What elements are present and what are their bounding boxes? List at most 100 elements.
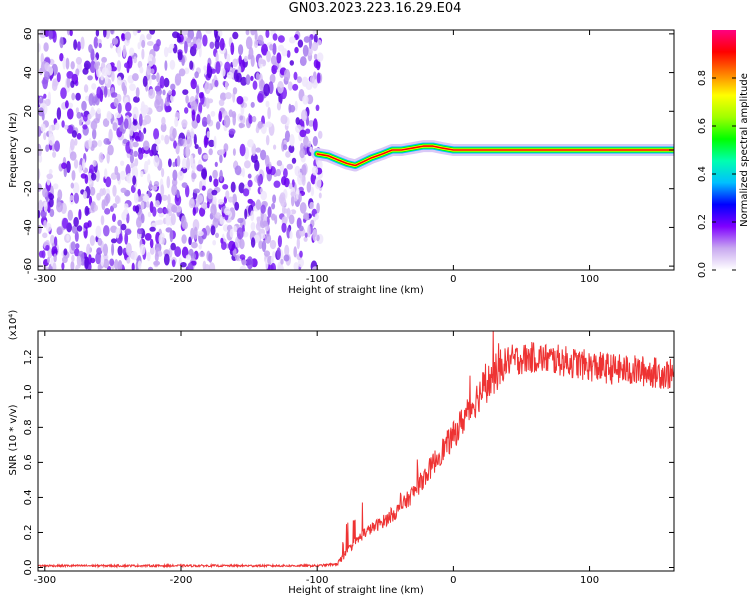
noise-speckle: [97, 264, 102, 270]
x-tick-label: -100: [306, 274, 329, 285]
noise-speckle: [137, 228, 143, 235]
x-tick-label: 100: [580, 274, 599, 285]
noise-speckle: [316, 202, 320, 214]
noise-speckle: [78, 119, 83, 126]
noise-speckle: [112, 213, 116, 222]
noise-speckle: [196, 194, 204, 204]
noise-speckle: [73, 192, 79, 204]
noise-speckle: [147, 211, 151, 218]
noise-speckle: [45, 222, 52, 232]
noise-speckle: [176, 155, 181, 167]
noise-speckle: [114, 259, 119, 270]
noise-speckle: [259, 59, 266, 65]
noise-speckle: [177, 137, 184, 147]
noise-speckle: [154, 220, 161, 226]
noise-speckle: [184, 40, 188, 54]
noise-speckle: [100, 254, 105, 267]
noise-speckle: [90, 140, 98, 148]
noise-speckle: [70, 241, 76, 251]
noise-speckle: [163, 253, 170, 266]
noise-speckle: [254, 39, 259, 48]
noise-speckle: [45, 244, 50, 251]
noise-speckle: [148, 88, 156, 99]
noise-speckle: [92, 159, 97, 167]
noise-speckle: [124, 31, 132, 41]
noise-speckle: [307, 224, 311, 238]
noise-speckle: [194, 71, 199, 79]
y-tick-label: 0: [23, 147, 34, 153]
noise-speckle: [289, 231, 293, 239]
noise-speckle: [309, 75, 315, 84]
noise-speckle: [170, 83, 176, 91]
noise-speckle: [303, 212, 310, 220]
noise-speckle: [103, 243, 108, 257]
noise-speckle: [47, 257, 50, 264]
noise-speckle: [48, 133, 55, 146]
noise-speckle: [197, 146, 202, 155]
noise-speckle: [191, 100, 198, 113]
noise-speckle: [280, 197, 287, 208]
noise-speckle: [119, 170, 126, 181]
noise-speckle: [121, 33, 125, 40]
colorbar-ticks: 0.0 0.2 0.4 0.6 0.8: [697, 70, 736, 278]
noise-speckle: [52, 262, 57, 270]
noise-speckle: [46, 173, 53, 180]
noise-speckle: [174, 73, 182, 86]
snr-frame: [37, 330, 675, 572]
noise-speckle: [196, 164, 204, 172]
noise-speckle: [67, 102, 74, 109]
noise-speckle: [296, 76, 302, 84]
noise-speckle: [310, 186, 315, 197]
noise-speckle: [283, 168, 288, 179]
noise-speckle: [174, 193, 182, 206]
noise-speckle: [89, 235, 95, 246]
spectrogram-x-ticks: -300 -200 -100 0 100: [33, 30, 599, 285]
noise-speckle: [312, 30, 317, 36]
noise-speckle: [244, 160, 251, 169]
noise-speckle: [186, 37, 192, 44]
noise-speckle: [181, 234, 187, 244]
noise-speckle: [147, 266, 154, 270]
noise-speckle: [66, 160, 71, 173]
noise-speckle: [182, 220, 188, 230]
noise-speckle: [172, 169, 178, 181]
noise-speckle: [159, 75, 165, 89]
noise-speckle: [110, 30, 114, 35]
noise-speckle: [66, 76, 71, 89]
noise-speckle: [202, 260, 207, 270]
noise-speckle: [192, 207, 196, 216]
noise-speckle: [250, 54, 255, 67]
noise-speckle: [206, 131, 210, 138]
noise-speckle: [260, 204, 266, 214]
noise-speckle: [44, 98, 51, 107]
noise-speckle: [225, 92, 232, 100]
noise-speckle: [66, 124, 74, 134]
noise-speckle: [272, 43, 277, 55]
noise-speckle: [111, 243, 115, 256]
noise-speckle: [117, 102, 122, 114]
noise-speckle: [305, 81, 313, 90]
noise-speckle: [177, 170, 184, 181]
noise-speckle: [91, 83, 97, 90]
noise-speckle: [302, 95, 309, 105]
noise-speckle: [295, 117, 300, 125]
noise-speckle: [110, 92, 118, 98]
noise-speckle: [215, 52, 219, 64]
noise-speckle: [201, 116, 208, 127]
noise-speckle: [133, 56, 138, 64]
noise-speckle: [71, 92, 76, 101]
noise-speckle: [38, 98, 44, 104]
noise-speckle: [111, 71, 115, 82]
noise-speckle: [206, 201, 210, 209]
noise-speckle: [168, 209, 173, 217]
noise-speckle: [125, 242, 132, 256]
noise-speckle: [166, 92, 170, 103]
snr-y-ticks: 0.0 0.2 0.4 0.6 0.8 1.0 1.2: [23, 349, 674, 575]
noise-speckle: [168, 158, 172, 168]
noise-speckle: [270, 262, 276, 270]
noise-speckle: [255, 222, 261, 231]
noise-speckle: [185, 145, 190, 158]
noise-speckle: [282, 144, 288, 151]
noise-speckle: [252, 80, 258, 90]
noise-speckle: [293, 262, 299, 270]
